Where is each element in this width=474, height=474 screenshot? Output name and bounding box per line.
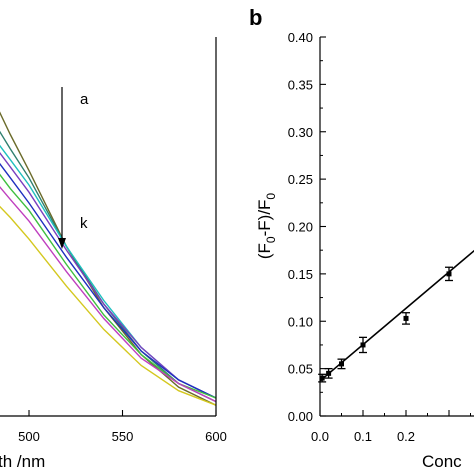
panel-b-x-axis-label: Conc: [422, 452, 462, 471]
spectrum-line-5: [0, 162, 217, 399]
panel-a-x-ticks: 500 550 600: [18, 410, 227, 444]
spectrum-line-7: [0, 186, 217, 403]
spectrum-line-2: [0, 130, 217, 403]
panel-a-label-k: k: [80, 215, 88, 232]
data-point: [359, 336, 367, 354]
spectrum-line-6: [0, 173, 217, 399]
panel-a-spectra: [0, 111, 217, 406]
panel-b-y-tick-label: 0.15: [288, 267, 313, 282]
panel-a-x-axis-label: th /nm: [0, 452, 45, 471]
panel-b-y-tick-label: 0.25: [288, 172, 313, 187]
panel-b-x-tick-label: 0.1: [354, 429, 372, 444]
panel-b-x-tick-label: 0.0: [311, 429, 329, 444]
spectrum-line-8: [0, 205, 217, 406]
data-point: [318, 373, 327, 383]
data-point: [324, 367, 333, 379]
panel-b-y-tick-label: 0.35: [288, 77, 313, 92]
panel-b-y-tick-label: 0.40: [288, 30, 313, 45]
data-point: [337, 358, 346, 370]
spectrum-line-4: [0, 152, 217, 399]
panel-a-label-a: a: [80, 91, 89, 108]
data-point: [445, 266, 453, 282]
panel-a-x-tick-label: 550: [112, 429, 134, 444]
panel-a-x-tick-label: 500: [18, 429, 40, 444]
panel-b-y-tick-label: 0.00: [288, 409, 313, 424]
panel-b-y-tick-label: 0.30: [288, 125, 313, 140]
panel-b-x-ticks: 0.0 0.1 0.2: [311, 410, 471, 444]
panel-a-arrow: [58, 87, 66, 249]
spectrum-line-3: [0, 144, 217, 399]
fit-line: [319, 249, 474, 382]
panel-b-points: [318, 266, 453, 383]
data-point: [402, 312, 410, 325]
panel-b: b 0.00 0.05 0.10 0.15 0.20 0.25 0.30 0.35 0.40 0…: [249, 5, 474, 471]
spectrum-line-1: [0, 111, 217, 406]
panel-b-y-tick-label: 0.20: [288, 220, 313, 235]
panel-b-letter: b: [249, 5, 262, 30]
panel-b-y-tick-label: 0.05: [288, 362, 313, 377]
panel-b-x-tick-label: 0.2: [397, 429, 415, 444]
panel-b-y-ticks: 0.00 0.05 0.10 0.15 0.20 0.25 0.30 0.35 0.40: [288, 30, 326, 424]
panel-b-y-axis-label: (F0-F)/F0: [255, 193, 278, 260]
panel-b-fit-line: [319, 249, 474, 382]
panel-a-x-tick-label: 600: [205, 429, 227, 444]
panel-a: 500 550 600 th /nm a k: [0, 37, 227, 471]
panel-b-y-tick-label: 0.10: [288, 314, 313, 329]
